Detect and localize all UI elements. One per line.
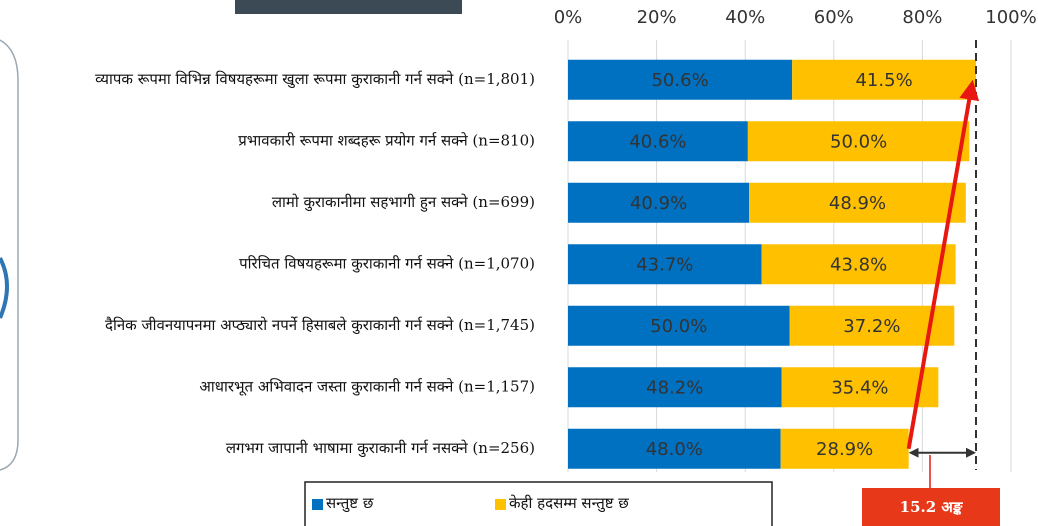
annotation: 15.2 अङ्क xyxy=(900,498,964,516)
value-label: 35.4% xyxy=(831,377,888,398)
value-label: 43.8% xyxy=(830,254,887,275)
value-label: 43.7% xyxy=(636,254,693,275)
value-label: 50.0% xyxy=(650,316,707,337)
bar-segment xyxy=(568,305,790,346)
x-tick-label: 40% xyxy=(725,7,765,28)
legend-label: केही हदसम्म सन्तुष्ट छ xyxy=(509,494,629,513)
bar-segment xyxy=(781,367,939,408)
category-label: परिचित विषयहरूमा कुराकानी गर्न सक्ने (n=… xyxy=(239,254,535,273)
category-label: प्रभावकारी रूपमा शब्दहरू प्रयोग गर्न सक्… xyxy=(238,131,535,149)
bar-segment xyxy=(780,428,909,469)
value-label: 40.6% xyxy=(629,131,686,152)
x-tick-label: 100% xyxy=(985,7,1036,28)
category-label: व्यापक रूपमा विभिन्न विषयहरूमा खुला रूपम… xyxy=(95,70,535,89)
side-frame xyxy=(0,39,19,471)
x-tick-label: 20% xyxy=(637,7,677,28)
value-label: 48.0% xyxy=(646,439,703,460)
value-label: 37.2% xyxy=(843,316,900,337)
category-label: लामो कुराकानीमा सहभागी हुन सक्ने (n=699) xyxy=(272,193,535,212)
legend-swatch xyxy=(312,499,323,510)
bar-segment xyxy=(568,121,748,162)
value-label: 48.2% xyxy=(646,377,703,398)
side-ring xyxy=(0,257,9,319)
x-tick-label: 0% xyxy=(554,7,583,28)
header-box xyxy=(235,0,462,14)
red-arrow xyxy=(906,79,980,450)
value-label: 40.9% xyxy=(630,193,687,214)
bar-segment xyxy=(747,121,970,162)
bar-segment xyxy=(568,367,782,408)
bar-segment xyxy=(792,59,977,100)
category-label: दैनिक जीवनयापनमा अप्ठ्यारो नपर्ने हिसाबल… xyxy=(105,316,535,335)
value-label: 48.9% xyxy=(829,193,886,214)
value-label: 50.6% xyxy=(651,70,708,91)
x-tick-label: 60% xyxy=(814,7,854,28)
category-label: आधारभूत अभिवादन जस्ता कुराकानी गर्न सक्न… xyxy=(199,377,535,396)
category-label: लगभग जापानी भाषामा कुराकानी गर्न नसक्ने … xyxy=(226,439,535,458)
bar-segment xyxy=(568,244,762,285)
legend-label: सन्तुष्ट छ xyxy=(326,494,374,513)
value-label: 28.9% xyxy=(816,439,873,460)
bar-segment xyxy=(568,428,781,469)
legend-box xyxy=(304,481,773,526)
bar-segment xyxy=(568,182,750,223)
legend-swatch xyxy=(495,499,506,510)
value-label: 50.0% xyxy=(830,131,887,152)
bar-segment xyxy=(761,244,956,285)
value-label: 41.5% xyxy=(855,70,912,91)
x-tick-label: 80% xyxy=(902,7,942,28)
callout-box xyxy=(862,488,1000,526)
bar-segment xyxy=(568,59,793,100)
bar-segment xyxy=(749,182,966,223)
